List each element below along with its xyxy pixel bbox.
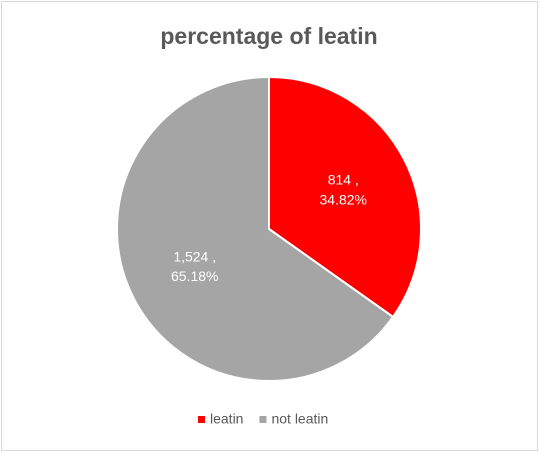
data-label-percent: 65.18% — [171, 268, 218, 284]
legend-label: leatin — [210, 411, 243, 427]
data-label-separator: , — [351, 171, 359, 187]
pie-slice — [116, 75, 395, 382]
chart-title: percentage of leatin — [160, 23, 377, 49]
data-label-line: 814 , — [328, 171, 359, 187]
legend-swatch — [259, 416, 267, 423]
data-label: 814 , 34.82% — [320, 171, 367, 207]
legend-swatch — [198, 416, 205, 423]
data-label-value: 814 — [328, 171, 352, 187]
data-label-line: 1,524 , — [173, 248, 216, 264]
data-label-percent: 34.82% — [320, 191, 367, 207]
pie-slice — [268, 75, 422, 319]
data-label-value: 1,524 — [173, 248, 208, 264]
data-label-separator: , — [208, 248, 216, 264]
data-label: 1,524 , 65.18% — [171, 248, 218, 284]
legend-label: not leatin — [271, 411, 328, 427]
